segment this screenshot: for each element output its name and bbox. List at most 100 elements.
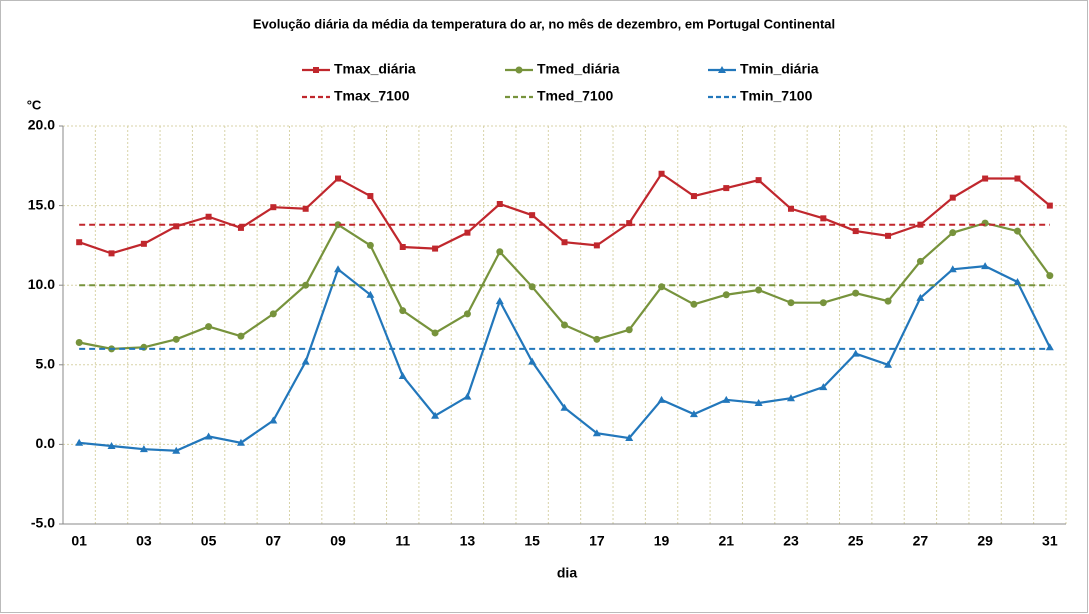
marker <box>172 335 180 343</box>
marker <box>625 434 634 442</box>
marker <box>237 224 244 231</box>
marker <box>302 205 309 212</box>
marker <box>690 193 697 200</box>
marker <box>852 228 859 235</box>
marker <box>592 429 601 437</box>
marker <box>334 221 342 229</box>
marker <box>884 360 893 368</box>
y-axis-label: °C <box>27 97 42 112</box>
x-tick-label: 17 <box>589 533 605 549</box>
marker <box>496 201 503 208</box>
x-tick-label: 31 <box>1042 533 1058 549</box>
marker <box>1045 343 1054 351</box>
marker <box>204 432 213 440</box>
marker <box>1046 272 1054 280</box>
x-tick-label: 23 <box>783 533 799 549</box>
marker <box>658 170 665 177</box>
marker <box>786 394 795 402</box>
marker <box>205 213 212 220</box>
marker <box>366 241 374 249</box>
marker <box>173 223 180 230</box>
legend-label: Tmin_7100 <box>740 88 813 104</box>
y-tick-label: 10.0 <box>28 276 55 292</box>
marker <box>948 265 957 273</box>
legend-label: Tmed_7100 <box>537 88 613 104</box>
marker <box>718 66 726 73</box>
marker <box>431 329 439 337</box>
y-tick-label: 15.0 <box>28 196 55 212</box>
marker <box>657 395 666 403</box>
marker <box>884 297 892 305</box>
marker <box>463 310 471 318</box>
marker <box>269 416 278 424</box>
marker <box>820 215 827 222</box>
y-tick-label: 20.0 <box>28 117 55 133</box>
marker <box>852 289 860 297</box>
marker <box>819 299 827 307</box>
marker <box>334 265 343 273</box>
marker <box>916 293 925 301</box>
marker <box>301 357 310 365</box>
marker <box>313 67 319 73</box>
marker <box>528 357 537 365</box>
x-tick-label: 13 <box>460 533 476 549</box>
marker <box>515 66 523 74</box>
x-tick-label: 03 <box>136 533 152 549</box>
marker <box>885 232 892 239</box>
marker <box>270 204 277 211</box>
marker <box>689 410 698 418</box>
marker <box>851 349 860 357</box>
x-tick-label: 07 <box>266 533 282 549</box>
marker <box>496 248 504 256</box>
marker <box>108 250 115 257</box>
marker <box>399 307 407 315</box>
marker <box>302 281 310 289</box>
x-tick-label: 29 <box>977 533 993 549</box>
marker <box>1013 278 1022 286</box>
y-tick-label: 0.0 <box>36 435 56 451</box>
marker <box>787 299 795 307</box>
marker <box>819 383 828 391</box>
marker <box>916 257 924 265</box>
x-tick-label: 21 <box>718 533 734 549</box>
chart-title: Evolução diária da média da temperatura … <box>253 16 835 31</box>
legend-label: Tmed_diária <box>537 61 620 77</box>
marker <box>431 411 440 419</box>
legend-label: Tmax_diária <box>334 61 416 77</box>
marker <box>140 240 147 247</box>
marker <box>755 177 762 184</box>
x-tick-label: 09 <box>330 533 346 549</box>
x-tick-label: 01 <box>71 533 87 549</box>
x-tick-label: 15 <box>524 533 540 549</box>
marker <box>593 242 600 249</box>
marker <box>237 332 245 340</box>
marker <box>75 339 83 347</box>
x-tick-label: 27 <box>913 533 929 549</box>
marker <box>722 291 730 299</box>
x-tick-label: 11 <box>395 533 410 549</box>
marker <box>366 290 375 298</box>
marker <box>205 323 213 331</box>
y-tick-label: -5.0 <box>31 515 55 531</box>
legend-label: Tmax_7100 <box>334 88 410 104</box>
marker <box>172 446 181 454</box>
x-tick-label: 05 <box>201 533 217 549</box>
marker <box>1046 202 1053 209</box>
marker <box>626 220 633 227</box>
x-tick-label: 19 <box>654 533 670 549</box>
marker <box>139 445 148 453</box>
marker <box>367 193 374 200</box>
marker <box>949 229 957 237</box>
marker <box>690 300 698 308</box>
marker <box>463 392 472 400</box>
marker <box>107 441 116 449</box>
marker <box>754 399 763 407</box>
x-axis-label: dia <box>557 565 577 581</box>
marker <box>561 321 568 329</box>
x-tick-label: 25 <box>848 533 864 549</box>
marker <box>981 262 990 270</box>
marker <box>722 395 731 403</box>
marker <box>495 297 504 305</box>
